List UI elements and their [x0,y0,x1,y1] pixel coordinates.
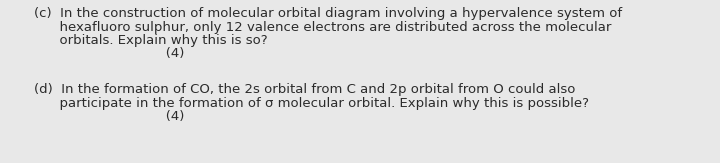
Text: (c)  In the construction of molecular orbital diagram involving a hypervalence s: (c) In the construction of molecular orb… [34,7,622,20]
Text: orbitals. Explain why this is so?: orbitals. Explain why this is so? [34,34,268,47]
Text: (4): (4) [34,110,184,123]
Text: (d)  In the formation of CO, the 2s orbital from C and 2p orbital from O could a: (d) In the formation of CO, the 2s orbit… [34,83,575,96]
Text: participate in the formation of σ molecular orbital. Explain why this is possibl: participate in the formation of σ molecu… [34,96,589,110]
Text: hexafluoro sulphur, only 12 valence electrons are distributed across the molecul: hexafluoro sulphur, only 12 valence elec… [34,21,611,34]
Text: (4): (4) [34,47,184,60]
